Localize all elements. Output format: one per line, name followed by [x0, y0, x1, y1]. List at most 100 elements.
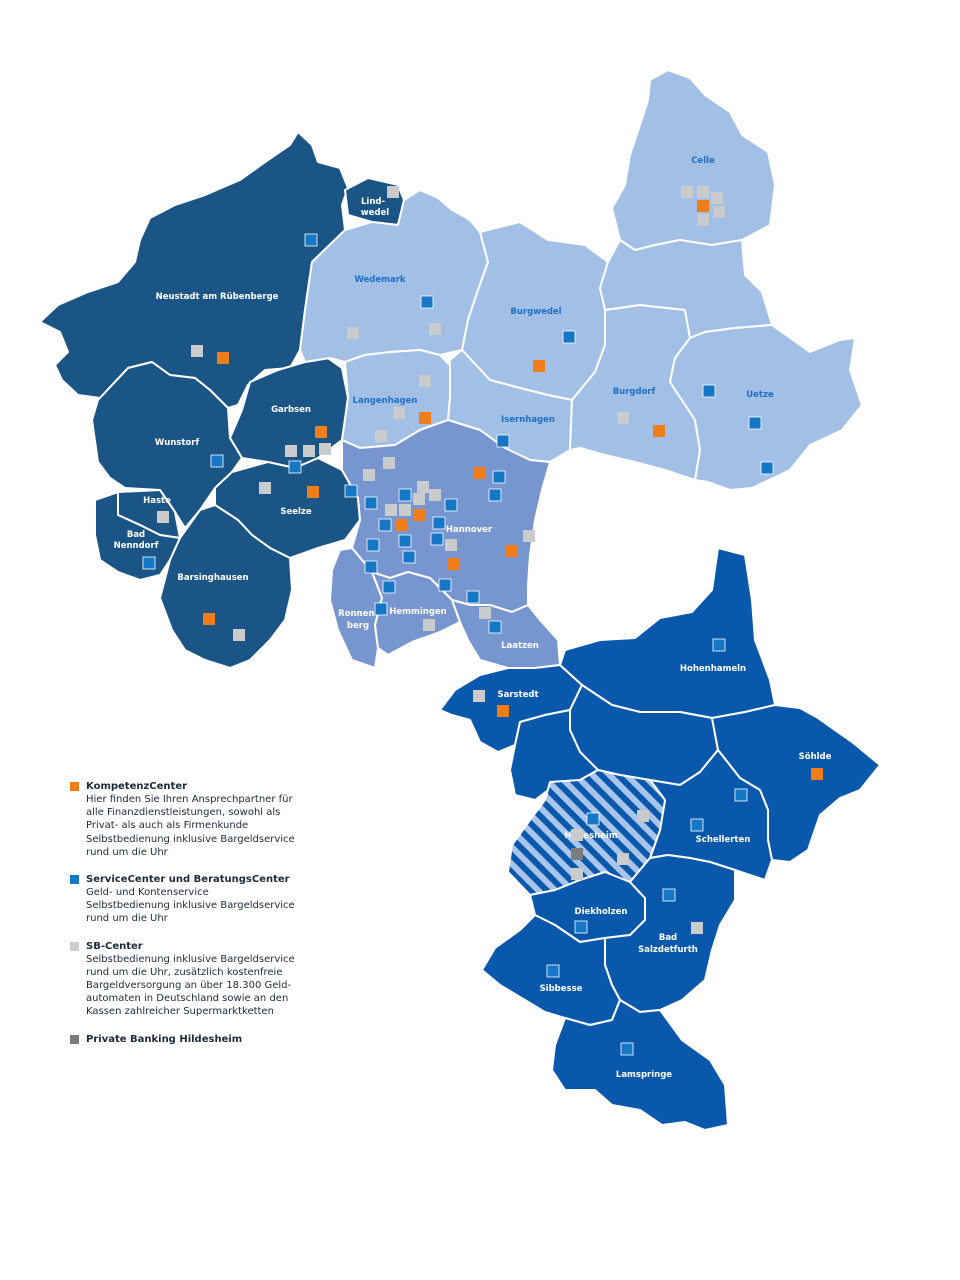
marker-servicecenter[interactable]: [748, 416, 762, 430]
marker-servicecenter[interactable]: [690, 818, 704, 832]
marker-servicecenter[interactable]: [734, 788, 748, 802]
legend-sb-center: SB-Center Selbstbedienung inklusive Barg…: [70, 940, 340, 1019]
marker-sb-center[interactable]: [233, 629, 245, 641]
marker-sb-center[interactable]: [417, 481, 429, 493]
marker-sb-center[interactable]: [259, 482, 271, 494]
marker-sb-center[interactable]: [711, 192, 723, 204]
marker-servicecenter[interactable]: [344, 484, 358, 498]
markers-private-banking: [571, 848, 583, 860]
marker-sb-center[interactable]: [347, 327, 359, 339]
marker-servicecenter[interactable]: [142, 556, 156, 570]
marker-sb-center[interactable]: [571, 829, 583, 841]
marker-servicecenter[interactable]: [574, 920, 588, 934]
marker-kompetenzcenter[interactable]: [419, 412, 431, 424]
marker-sb-center[interactable]: [681, 186, 693, 198]
marker-kompetenzcenter[interactable]: [307, 486, 319, 498]
marker-servicecenter[interactable]: [398, 534, 412, 548]
marker-sb-center[interactable]: [713, 206, 725, 218]
marker-sb-center[interactable]: [375, 430, 387, 442]
marker-sb-center[interactable]: [691, 922, 703, 934]
marker-sb-center[interactable]: [399, 504, 411, 516]
marker-servicecenter[interactable]: [466, 590, 480, 604]
marker-sb-center[interactable]: [319, 443, 331, 455]
marker-servicecenter[interactable]: [430, 532, 444, 546]
marker-servicecenter[interactable]: [420, 295, 434, 309]
marker-kompetenzcenter[interactable]: [653, 425, 665, 437]
label-uetze: Uetze: [746, 390, 774, 400]
legend-title: Private Banking Hildesheim: [86, 1033, 243, 1045]
marker-sb-center[interactable]: [479, 607, 491, 619]
marker-servicecenter[interactable]: [620, 1042, 634, 1056]
marker-servicecenter[interactable]: [374, 602, 388, 616]
marker-servicecenter[interactable]: [662, 888, 676, 902]
marker-kompetenzcenter[interactable]: [395, 519, 407, 531]
marker-kompetenzcenter[interactable]: [811, 768, 823, 780]
marker-sb-center[interactable]: [363, 469, 375, 481]
marker-sb-center[interactable]: [429, 323, 441, 335]
marker-sb-center[interactable]: [191, 345, 203, 357]
marker-servicecenter[interactable]: [438, 578, 452, 592]
region-uetze[interactable]: [669, 324, 863, 491]
marker-servicecenter[interactable]: [488, 488, 502, 502]
marker-sb-center[interactable]: [473, 690, 485, 702]
marker-servicecenter[interactable]: [378, 518, 392, 532]
marker-kompetenzcenter[interactable]: [217, 352, 229, 364]
marker-sb-center[interactable]: [445, 539, 457, 551]
marker-servicecenter[interactable]: [760, 461, 774, 475]
marker-servicecenter[interactable]: [364, 560, 378, 574]
marker-servicecenter[interactable]: [488, 620, 502, 634]
marker-servicecenter[interactable]: [288, 460, 302, 474]
marker-sb-center[interactable]: [383, 457, 395, 469]
marker-sb-center[interactable]: [385, 504, 397, 516]
marker-sb-center[interactable]: [523, 530, 535, 542]
marker-servicecenter[interactable]: [712, 638, 726, 652]
marker-servicecenter[interactable]: [364, 496, 378, 510]
marker-kompetenzcenter[interactable]: [505, 545, 517, 557]
marker-kompetenzcenter[interactable]: [315, 426, 327, 438]
marker-sb-center[interactable]: [697, 186, 709, 198]
marker-sb-center[interactable]: [285, 445, 297, 457]
marker-sb-center[interactable]: [571, 868, 583, 880]
marker-servicecenter[interactable]: [366, 538, 380, 552]
marker-sb-center[interactable]: [697, 214, 709, 226]
marker-sb-center[interactable]: [429, 489, 441, 501]
legend-title: ServiceCenter und BeratungsCenter: [86, 874, 290, 886]
label-lamspringe: Lamspringe: [616, 1070, 672, 1080]
marker-private-banking[interactable]: [571, 848, 583, 860]
marker-sb-center[interactable]: [637, 810, 649, 822]
marker-servicecenter[interactable]: [562, 330, 576, 344]
marker-sb-center[interactable]: [157, 511, 169, 523]
marker-sb-center[interactable]: [419, 375, 431, 387]
marker-kompetenzcenter[interactable]: [697, 200, 709, 212]
marker-servicecenter[interactable]: [398, 488, 412, 502]
marker-servicecenter[interactable]: [702, 384, 716, 398]
marker-servicecenter[interactable]: [432, 516, 446, 530]
marker-servicecenter[interactable]: [304, 233, 318, 247]
marker-sb-center[interactable]: [413, 493, 425, 505]
region-laatzen[interactable]: [451, 599, 561, 669]
marker-sb-center[interactable]: [303, 445, 315, 457]
marker-kompetenzcenter[interactable]: [533, 360, 545, 372]
region-neustadt[interactable]: [39, 131, 349, 409]
region-barsinghausen[interactable]: [159, 504, 293, 669]
marker-kompetenzcenter[interactable]: [413, 509, 425, 521]
marker-servicecenter[interactable]: [444, 498, 458, 512]
marker-sb-center[interactable]: [617, 853, 629, 865]
marker-kompetenzcenter[interactable]: [473, 467, 485, 479]
marker-sb-center[interactable]: [387, 186, 399, 198]
marker-servicecenter[interactable]: [586, 812, 600, 826]
region-lamspringe[interactable]: [551, 999, 729, 1131]
marker-servicecenter[interactable]: [546, 964, 560, 978]
marker-servicecenter[interactable]: [382, 580, 396, 594]
marker-servicecenter[interactable]: [402, 550, 416, 564]
marker-servicecenter[interactable]: [492, 470, 506, 484]
label-wunstorf: Wunstorf: [155, 438, 200, 448]
marker-servicecenter[interactable]: [210, 454, 224, 468]
marker-sb-center[interactable]: [617, 412, 629, 424]
marker-kompetenzcenter[interactable]: [447, 558, 459, 570]
marker-servicecenter[interactable]: [496, 434, 510, 448]
marker-kompetenzcenter[interactable]: [203, 613, 215, 625]
marker-sb-center[interactable]: [393, 407, 405, 419]
marker-kompetenzcenter[interactable]: [497, 705, 509, 717]
marker-sb-center[interactable]: [423, 619, 435, 631]
